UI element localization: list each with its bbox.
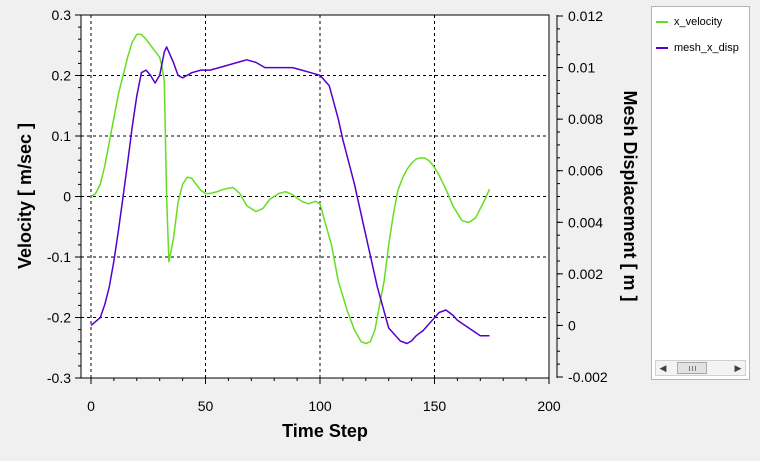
- y-right-tick-label: 0.008: [568, 111, 603, 127]
- y-left-tick-label: -0.1: [47, 249, 71, 265]
- y-axis-left-title: Velocity [ m/sec ]: [15, 123, 35, 269]
- y-left-tick-label: 0.2: [52, 68, 72, 84]
- legend-swatch-x-velocity: [656, 21, 668, 23]
- x-tick-label: 50: [198, 398, 214, 414]
- y-left-tick-label: -0.2: [47, 310, 71, 326]
- y-right-tick-label: 0.012: [568, 8, 603, 24]
- legend-label: x_velocity: [674, 16, 723, 28]
- x-axis-title: Time Step: [282, 421, 368, 441]
- grip-line: [695, 366, 696, 371]
- x-tick-label: 100: [308, 398, 332, 414]
- y-left-tick-label: 0: [63, 189, 71, 205]
- legend-horizontal-scrollbar[interactable]: ◀ ▶: [655, 360, 746, 376]
- series-line-x-velocity: [90, 33, 491, 345]
- y-right-tick-label: 0.006: [568, 163, 603, 179]
- legend-swatch-mesh-x-disp: [656, 47, 668, 49]
- y-right-tick-label: -0.002: [568, 369, 608, 385]
- axes: 0 50 100 150 200 0.3 0.2 0.1 0 -0.1 -0.2 -0.3 0.012 0…: [47, 7, 608, 414]
- series-line-mesh-x-disp: [90, 46, 490, 345]
- grip-line: [689, 366, 690, 371]
- legend-label: mesh_x_disp: [674, 42, 739, 54]
- y-right-tick-label: 0.01: [568, 60, 595, 76]
- x-tick-label: 200: [537, 398, 561, 414]
- y-right-tick-label: 0.004: [568, 214, 603, 230]
- y-axis-right-title: Mesh Displacement [ m ]: [620, 90, 640, 301]
- x-tick-label: 0: [87, 398, 95, 414]
- legend-item-x-velocity[interactable]: x_velocity: [656, 15, 722, 29]
- y-right-tick-label: 0.002: [568, 266, 603, 282]
- scroll-left-arrow-icon[interactable]: ◀: [659, 363, 667, 373]
- legend: x_velocity mesh_x_disp ◀ ▶: [651, 6, 750, 380]
- grip-line: [692, 366, 693, 371]
- y-left-tick-label: 0.3: [52, 7, 72, 23]
- y-right-tick-label: 0: [568, 317, 576, 333]
- x-tick-label: 150: [423, 398, 447, 414]
- scroll-right-arrow-icon[interactable]: ▶: [734, 363, 742, 373]
- legend-item-mesh-x-disp[interactable]: mesh_x_disp: [656, 41, 739, 55]
- scrollbar-thumb[interactable]: [677, 362, 707, 374]
- y-left-tick-label: -0.3: [47, 370, 71, 386]
- y-left-tick-label: 0.1: [52, 128, 72, 144]
- series-layer: [90, 33, 491, 345]
